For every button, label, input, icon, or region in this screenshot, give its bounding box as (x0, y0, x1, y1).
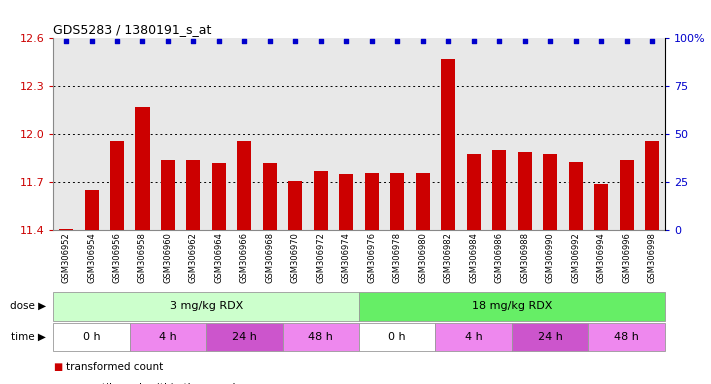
Bar (442, 59, 455, 230)
Bar (435, 323, 512, 351)
Bar (161, 160, 175, 230)
Point (595, 38, 606, 44)
Bar (339, 174, 353, 230)
Bar (53, 292, 359, 321)
Text: time ▶: time ▶ (11, 332, 46, 342)
Text: transformed count: transformed count (66, 362, 164, 372)
Point (417, 38, 429, 44)
Point (468, 38, 479, 44)
Point (315, 38, 326, 44)
Bar (59, 229, 73, 230)
Text: 48 h: 48 h (309, 332, 333, 342)
Text: ■: ■ (53, 362, 63, 372)
Text: ■: ■ (53, 383, 63, 384)
Text: 4 h: 4 h (465, 332, 483, 342)
Text: 4 h: 4 h (159, 332, 177, 342)
Point (392, 38, 403, 44)
Bar (569, 162, 582, 230)
Bar (416, 173, 429, 230)
Bar (136, 107, 149, 230)
Point (112, 38, 123, 44)
Bar (543, 154, 557, 230)
Bar (263, 163, 277, 230)
Bar (85, 190, 99, 230)
Bar (492, 151, 506, 230)
Bar (645, 141, 659, 230)
Point (341, 38, 352, 44)
Point (188, 38, 199, 44)
Point (442, 38, 454, 44)
Bar (359, 292, 665, 321)
Text: percentile rank within the sample: percentile rank within the sample (66, 383, 242, 384)
Point (646, 38, 658, 44)
Bar (129, 323, 206, 351)
Bar (186, 160, 201, 230)
Bar (289, 181, 302, 230)
Text: 24 h: 24 h (538, 332, 562, 342)
Text: 0 h: 0 h (388, 332, 406, 342)
Point (213, 38, 225, 44)
Bar (206, 323, 283, 351)
Text: 18 mg/kg RDX: 18 mg/kg RDX (471, 301, 552, 311)
Point (60, 38, 72, 44)
Point (493, 38, 505, 44)
Text: dose ▶: dose ▶ (10, 301, 46, 311)
Bar (518, 152, 532, 230)
Bar (212, 163, 226, 230)
Point (86, 38, 97, 44)
Bar (365, 173, 379, 230)
Bar (512, 323, 589, 351)
Point (239, 38, 250, 44)
Point (519, 38, 530, 44)
Point (545, 38, 556, 44)
Point (162, 38, 173, 44)
Text: 24 h: 24 h (232, 332, 257, 342)
Text: GDS5283 / 1380191_s_at: GDS5283 / 1380191_s_at (53, 23, 212, 36)
Bar (237, 141, 252, 230)
Point (366, 38, 378, 44)
Bar (619, 160, 634, 230)
Text: 0 h: 0 h (82, 332, 100, 342)
Point (289, 38, 301, 44)
Bar (283, 323, 359, 351)
Point (570, 38, 582, 44)
Bar (589, 323, 665, 351)
Text: 48 h: 48 h (614, 332, 639, 342)
Bar (390, 173, 405, 230)
Point (264, 38, 276, 44)
Bar (466, 154, 481, 230)
Bar (359, 323, 435, 351)
Bar (314, 171, 328, 230)
Point (621, 38, 632, 44)
Bar (53, 323, 129, 351)
Bar (594, 184, 608, 230)
Bar (110, 141, 124, 230)
Text: 3 mg/kg RDX: 3 mg/kg RDX (169, 301, 243, 311)
Point (137, 38, 148, 44)
